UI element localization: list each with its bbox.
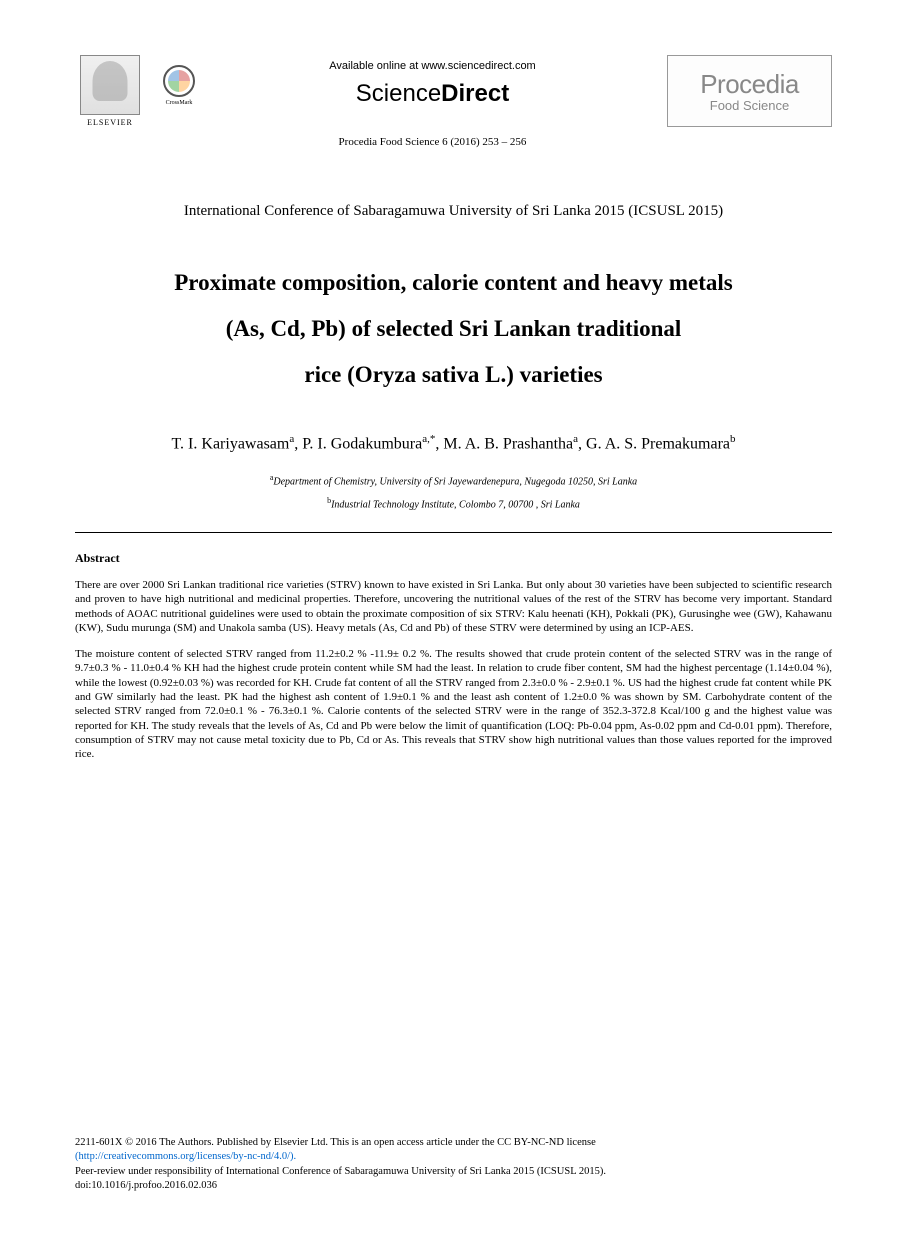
procedia-text: Procedia [700, 69, 799, 100]
food-science-text: Food Science [710, 98, 790, 113]
title-line-2: (As, Cd, Pb) of selected Sri Lankan trad… [75, 306, 832, 352]
crossmark-logo[interactable]: CrossMark [160, 65, 198, 115]
title-line-1: Proximate composition, calorie content a… [75, 260, 832, 306]
procedia-logo[interactable]: Procedia Food Science [667, 55, 832, 127]
license-link[interactable]: (http://creativecommons.org/licenses/by-… [75, 1150, 832, 1164]
left-logos: ELSEVIER CrossMark [75, 55, 198, 133]
author-1-sup: a [289, 433, 294, 445]
author-4: G. A. S. Premakumara [586, 435, 730, 452]
elsevier-label: ELSEVIER [87, 118, 133, 127]
author-2: P. I. Godakumbura [302, 435, 422, 452]
author-3-sup: a [573, 433, 578, 445]
abstract-heading: Abstract [75, 551, 832, 566]
authors-line: T. I. Kariyawasama, P. I. Godakumburaa,*… [75, 433, 832, 453]
affiliation-b: bIndustrial Technology Institute, Colomb… [75, 496, 832, 510]
peer-review-line: Peer-review under responsibility of Inte… [75, 1165, 832, 1179]
sciencedirect-suffix: Direct [441, 80, 509, 107]
sciencedirect-logo[interactable]: ScienceDirect [198, 80, 667, 108]
affiliation-a-text: Department of Chemistry, University of S… [273, 477, 637, 488]
footer-block: 2211-601X © 2016 The Authors. Published … [75, 1136, 832, 1193]
abstract-para-2: The moisture content of selected STRV ra… [75, 647, 832, 761]
article-title: Proximate composition, calorie content a… [75, 260, 832, 398]
available-online-text: Available online at www.sciencedirect.co… [198, 60, 667, 72]
affiliation-b-text: Industrial Technology Institute, Colombo… [331, 499, 580, 510]
title-line-3: rice (Oryza sativa L.) varieties [75, 352, 832, 398]
journal-info: Procedia Food Science 6 (2016) 253 – 256 [198, 136, 667, 148]
author-4-sup: b [730, 433, 736, 445]
elsevier-tree-icon [80, 55, 140, 115]
crossmark-icon [163, 65, 195, 97]
conference-line: International Conference of Sabaragamuwa… [75, 203, 832, 220]
author-1: T. I. Kariyawasam [171, 435, 289, 452]
divider-line [75, 532, 832, 533]
elsevier-logo[interactable]: ELSEVIER [75, 55, 145, 133]
crossmark-label: CrossMark [166, 100, 193, 106]
header-row: ELSEVIER CrossMark Available online at w… [75, 55, 832, 148]
copyright-line: 2211-601X © 2016 The Authors. Published … [75, 1136, 832, 1150]
center-header-info: Available online at www.sciencedirect.co… [198, 55, 667, 148]
doi-line: doi:10.1016/j.profoo.2016.02.036 [75, 1179, 832, 1193]
affiliation-a: aDepartment of Chemistry, University of … [75, 473, 832, 487]
sciencedirect-prefix: Science [356, 80, 441, 107]
author-3: M. A. B. Prashantha [443, 435, 573, 452]
author-2-sup: a,* [422, 433, 435, 445]
abstract-para-1: There are over 2000 Sri Lankan tradition… [75, 578, 832, 635]
